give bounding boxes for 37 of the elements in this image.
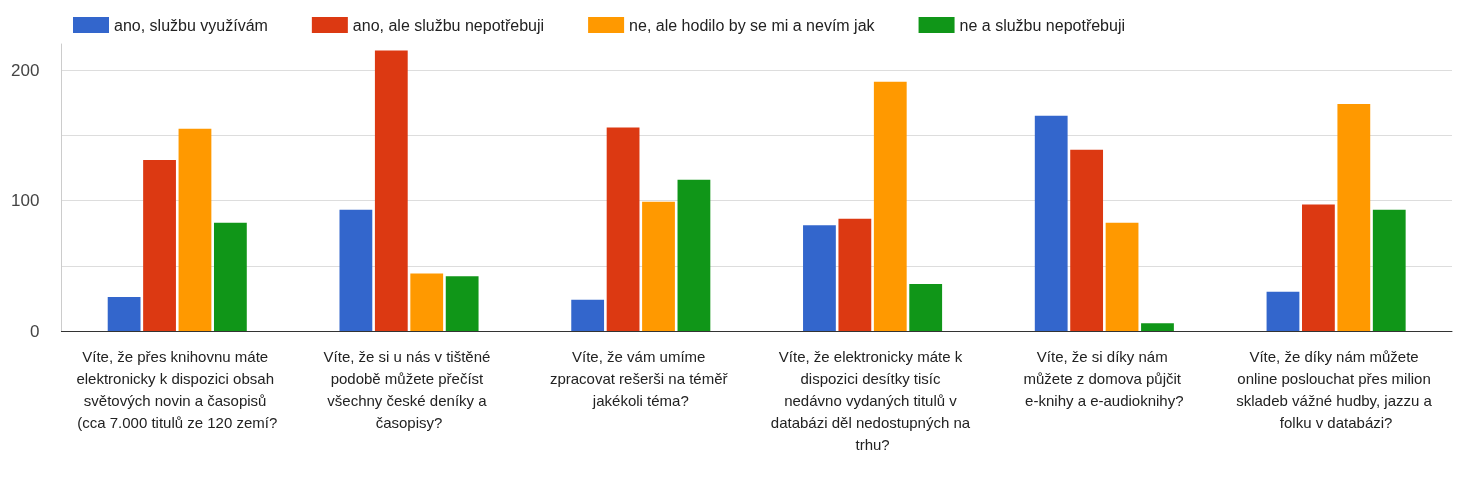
bar (178, 128, 212, 331)
bar (1105, 222, 1139, 331)
bar (571, 299, 605, 331)
bar (642, 201, 675, 331)
bar (838, 218, 872, 331)
y-tick-label: 200 (10, 60, 40, 80)
x-tick-label: Víte, že vám umíme zpracovat rešerši na téměř jakékoli téma? (549, 347, 732, 409)
bar (1372, 209, 1406, 331)
bar (606, 127, 640, 331)
legend-label: ne, ale hodilo by se mi a nevím jak (629, 16, 876, 34)
legend-label: ano, službu využívám (114, 16, 268, 34)
bar (374, 50, 408, 331)
bar (1266, 291, 1300, 331)
legend-label: ne a službu nepotřebuji (959, 16, 1126, 34)
bar (107, 297, 141, 331)
bar (410, 273, 444, 331)
y-tick-label: 100 (10, 191, 40, 211)
bar (143, 160, 176, 331)
legend-label: ano, ale službu nepotřebuji (352, 16, 545, 34)
bar (1034, 115, 1068, 331)
bar (1070, 149, 1104, 331)
y-tick-label: 0 (29, 321, 40, 341)
x-tick-label: Víte, že si díky nám můžete z domova půjčit e-knihy a e-audioknihy? (1023, 347, 1186, 409)
bar (1337, 104, 1371, 331)
x-tick-label: Víte, že si u nás v tištěné podobě můžete přečíst všechny české deníky a časopisy? (323, 347, 495, 431)
bar (445, 276, 479, 331)
bar (1141, 323, 1174, 331)
bar (873, 81, 907, 331)
bar (213, 222, 247, 331)
x-tick-label: Víte, že díky nám můžete online poslouchat přes milion skladeb vážné hudby, jazzu a folku v databázi? (1236, 347, 1437, 431)
x-tick-label: Víte, že elektronicky máte k dispozici desítky tisíc nedávno vydaných titulů v databázi děl nedostupných na trhu? (770, 347, 975, 453)
bar (339, 209, 373, 331)
bar (803, 225, 836, 331)
x-tick-label: Víte, že přes knihovnu máte elektronicky k dispozici obsah světových novin a časopisů (cca 7.000 titulů ze 120 zemí? (76, 347, 279, 431)
bar (677, 179, 711, 331)
bar (909, 284, 943, 331)
bar (1302, 204, 1335, 331)
